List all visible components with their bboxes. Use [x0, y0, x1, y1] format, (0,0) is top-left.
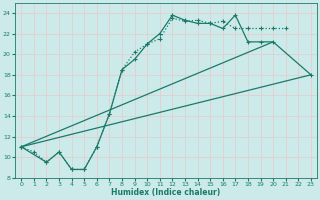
- X-axis label: Humidex (Indice chaleur): Humidex (Indice chaleur): [111, 188, 221, 197]
